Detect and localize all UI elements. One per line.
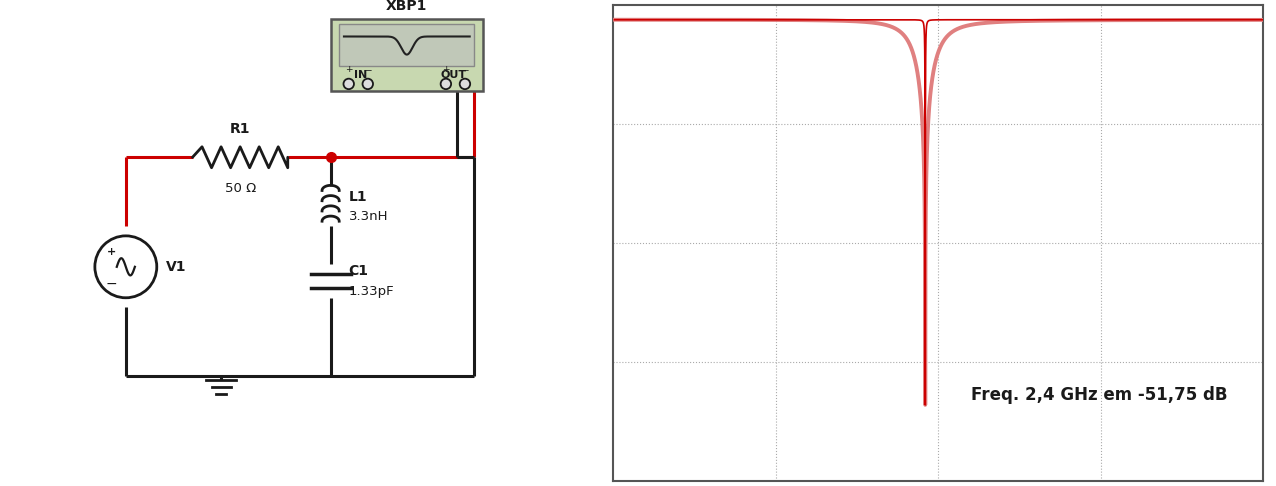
Circle shape [459,79,470,89]
Text: C1: C1 [348,263,369,278]
Text: L1: L1 [348,191,367,204]
Circle shape [343,79,353,89]
Circle shape [362,79,373,89]
Text: −: − [461,66,468,74]
Text: R1: R1 [230,122,250,136]
Text: −: − [106,277,117,291]
Bar [339,24,475,66]
Text: +: + [345,66,352,74]
Text: OUT: OUT [440,70,467,80]
Text: Freq. 2,4 GHz em -51,75 dB: Freq. 2,4 GHz em -51,75 dB [971,386,1228,404]
Text: XBP1: XBP1 [387,0,427,14]
Text: 1.33pF: 1.33pF [348,285,394,298]
FancyBboxPatch shape [330,19,484,90]
Text: 50 Ω: 50 Ω [225,182,255,195]
Text: −: − [364,66,371,74]
Circle shape [440,79,452,89]
Text: 3.3nH: 3.3nH [348,210,388,223]
Text: V1: V1 [166,260,186,274]
Text: IN: IN [353,70,366,80]
Text: +: + [441,66,449,74]
Text: +: + [107,246,116,257]
